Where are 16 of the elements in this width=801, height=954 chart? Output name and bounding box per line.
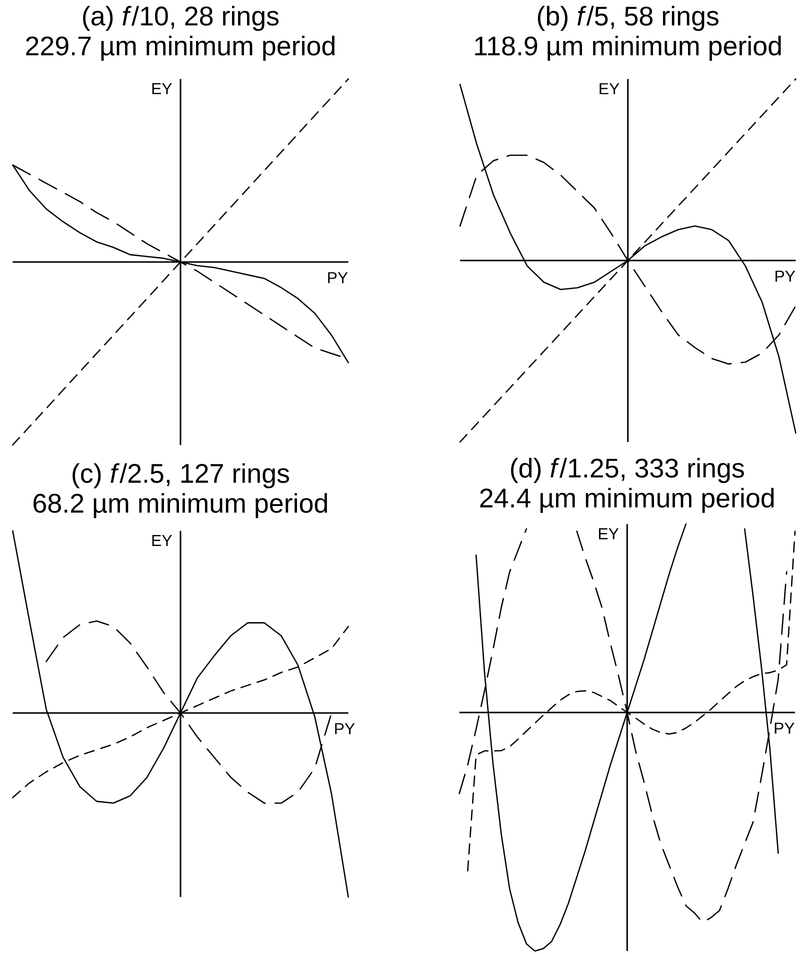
x-axis-title: PY [328,272,348,284]
chart-title: (d) f/1.25, 333 rings [511,458,744,484]
y-axis-title: EY [152,83,172,94]
y-axis-title: EY [600,83,620,94]
x-axis-title: PY [774,722,794,734]
x-axis-title: PY [335,723,355,734]
chart-subtitle: 118.9 µm minimum period [475,36,781,61]
y-axis-title: EY [599,528,619,540]
chart-title: (a) f/10, 28 rings [83,6,279,31]
chart-title: (b) f/5, 58 rings [538,6,718,31]
chart-subtitle: 68.2 µm minimum period [34,493,327,518]
y-axis-title: EY [152,535,172,546]
chart-subtitle: 24.4 µm minimum period [480,488,774,513]
x-axis-title: PY [776,270,796,282]
chart-subtitle: 229.7 µm minimum period [26,36,334,61]
chart-title: (c) f/2.5, 127 rings [72,463,290,488]
